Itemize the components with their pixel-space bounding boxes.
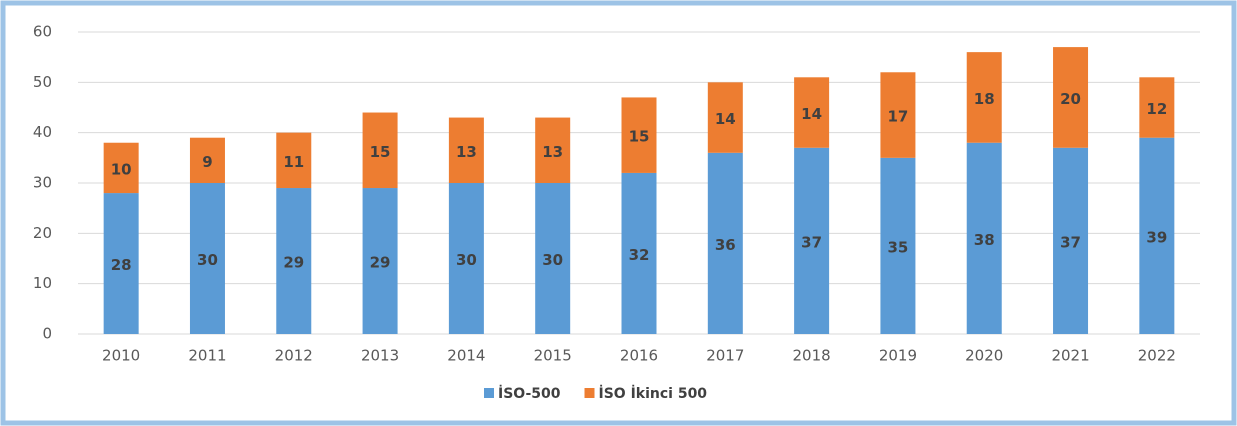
bar-segment [794,147,830,334]
bar-segment [276,188,312,334]
bar-segment [621,172,657,334]
legend-swatch [584,388,595,398]
y-tick-label: 10 [33,274,52,292]
x-tick-label: 2015 [534,347,572,365]
x-tick-label: 2018 [793,347,831,365]
data-label: 32 [629,246,650,264]
bar-segment [1139,77,1175,138]
data-label: 13 [456,143,477,161]
bar-segment [362,188,398,334]
x-tick-label: 2013 [361,347,399,365]
legend-swatch [484,388,494,398]
data-label: 35 [887,238,908,256]
data-label: 14 [801,105,822,123]
data-label: 29 [370,254,391,272]
x-tick-label: 2014 [447,347,485,365]
x-tick-label: 2021 [1051,347,1089,365]
bar-segment [103,193,139,334]
data-label: 37 [801,233,822,251]
data-label: 11 [283,153,304,171]
bar-segment [621,97,657,173]
bar-segment [189,137,225,183]
data-label: 13 [542,143,563,161]
bar-segment [707,82,743,153]
x-tick-label: 2019 [879,347,917,365]
data-label: 15 [370,143,391,161]
y-tick-label: 40 [33,123,52,141]
bar-segment [880,72,916,158]
data-label: 37 [1060,233,1081,251]
bar-segment [966,142,1002,334]
data-label: 30 [197,251,218,269]
data-label: 12 [1146,100,1167,118]
bar-segment [535,117,571,183]
y-tick-label: 20 [33,224,52,242]
data-label: 39 [1146,228,1167,246]
data-label: 14 [715,110,736,128]
bar-segment [535,183,571,334]
bar-segment [103,142,139,194]
bar-segment [1139,137,1175,334]
bar-segment [794,77,830,148]
x-tick-label: 2016 [620,347,658,365]
y-tick-label: 30 [33,174,52,192]
x-tick-label: 2010 [102,347,140,365]
legend-label: İSO İkinci 500 [599,385,708,402]
x-tick-label: 2017 [706,347,744,365]
x-tick-label: 2020 [965,347,1003,365]
x-tick-label: 2022 [1138,347,1176,365]
bar-segment [448,183,484,334]
y-tick-label: 0 [42,325,52,343]
data-label: 30 [456,251,477,269]
bar-segment [880,157,916,334]
data-label: 10 [111,160,132,178]
data-label: 28 [111,256,132,274]
data-label: 36 [715,236,736,254]
bar-segment [966,52,1002,143]
data-label: 30 [542,251,563,269]
legend-label: İSO-500 [498,385,561,402]
bar-segment [1053,147,1089,334]
bar-segment [189,183,225,334]
bar-segment [362,112,398,189]
data-label: 9 [202,153,212,171]
data-label: 29 [283,254,304,272]
data-label: 38 [974,231,995,249]
x-tick-label: 2012 [275,347,313,365]
y-tick-label: 60 [33,23,52,41]
data-label: 17 [887,108,908,126]
bar-segment [1053,47,1089,148]
x-tick-label: 2011 [188,347,226,365]
bar-segment [276,132,312,189]
data-label: 15 [629,128,650,146]
y-tick-label: 50 [33,73,52,91]
bar-segment [448,117,484,183]
data-label: 20 [1060,90,1081,108]
data-label: 18 [974,90,995,108]
bar-segment [707,152,743,334]
